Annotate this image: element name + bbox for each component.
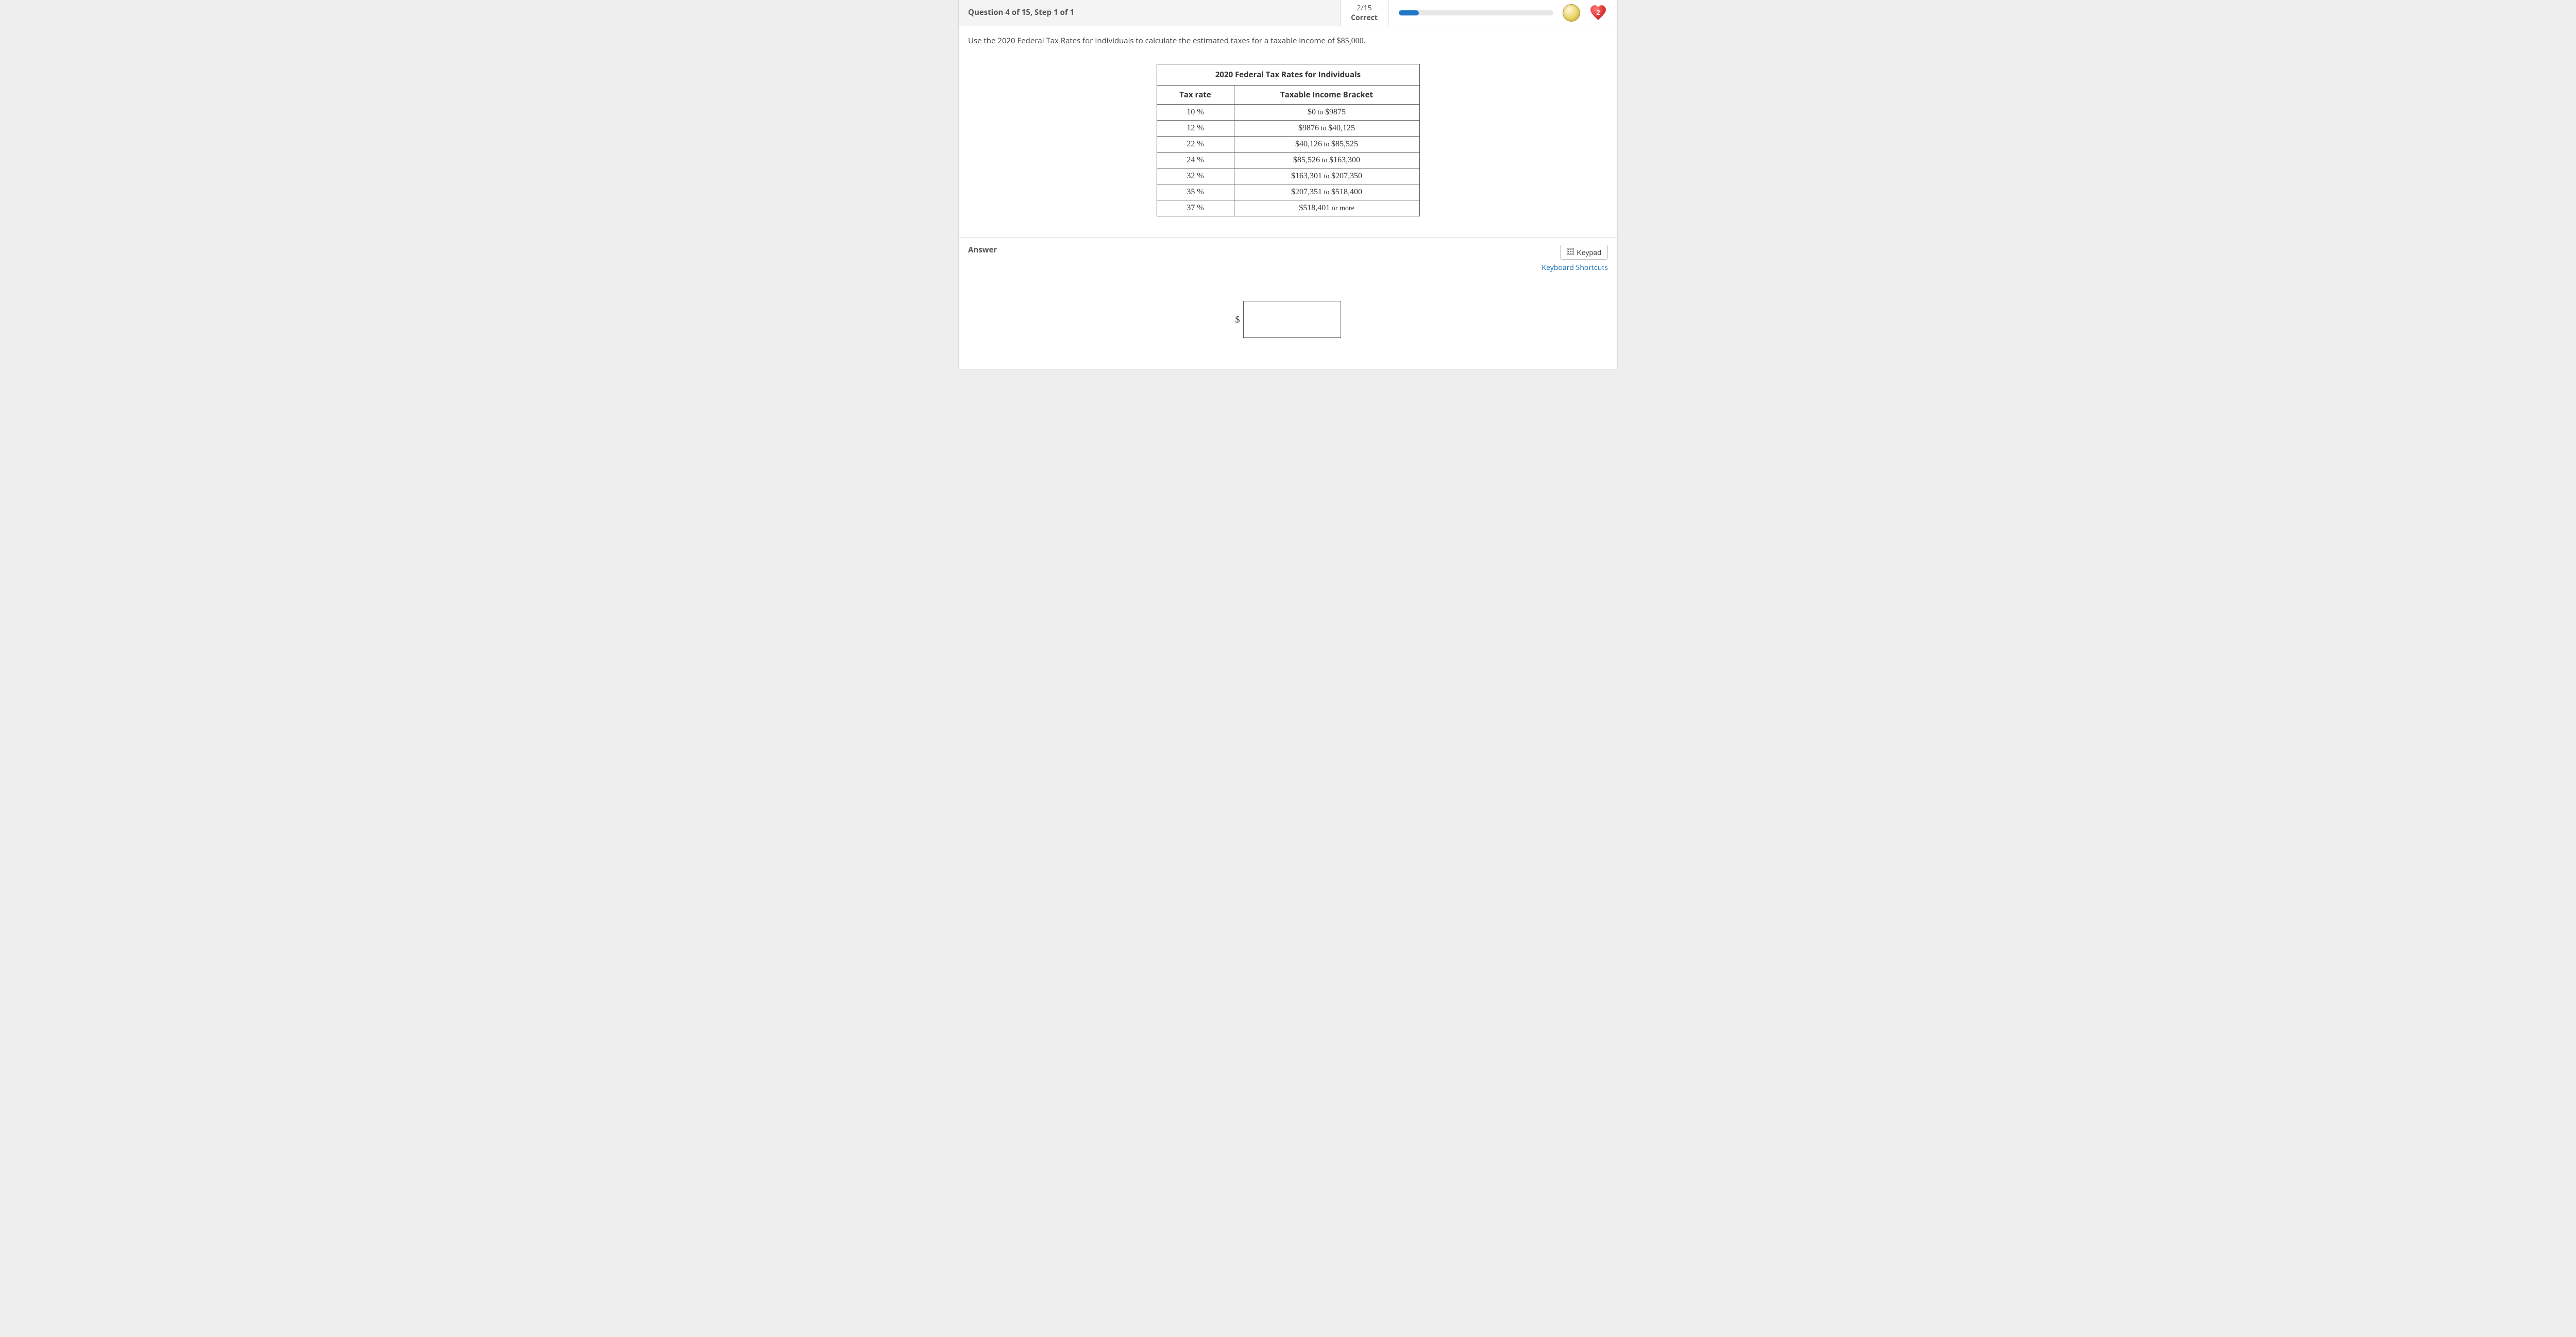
bracket-cell: $207,351 to $518,400 <box>1234 184 1419 200</box>
score-label: Correct <box>1351 13 1378 23</box>
table-title: 2020 Federal Tax Rates for Individuals <box>1157 64 1419 86</box>
prompt-amount: $85,000 <box>1337 37 1364 45</box>
heart-count: 2 <box>1596 8 1600 17</box>
table-row: 10 %$0 to $9875 <box>1157 105 1419 121</box>
heart-icon: 2 <box>1589 4 1607 22</box>
progress-fill <box>1399 10 1419 15</box>
question-panel: Question 4 of 15, Step 1 of 1 2/15 Corre… <box>958 0 1618 369</box>
col-tax-rate: Tax rate <box>1157 86 1234 105</box>
coin-icon <box>1563 4 1580 22</box>
bracket-cell: $163,301 to $207,350 <box>1234 168 1419 184</box>
currency-symbol: $ <box>1235 314 1240 325</box>
question-body: Use the 2020 Federal Tax Rates for Indiv… <box>959 26 1617 237</box>
progress-bar <box>1399 10 1553 15</box>
table-row: 12 %$9876 to $40,125 <box>1157 121 1419 137</box>
score-count: 2/15 <box>1351 3 1378 13</box>
prompt-text: Use the 2020 Federal Tax Rates for Indiv… <box>968 36 1337 46</box>
answer-tools: Keypad Keyboard Shortcuts <box>1542 245 1608 273</box>
table-row: 22 %$40,126 to $85,525 <box>1157 137 1419 153</box>
table-row: 37 %$518,401 or more <box>1157 200 1419 216</box>
answer-header: Answer Keypad Keyboard Shortcuts <box>968 245 1608 273</box>
keypad-button[interactable]: Keypad <box>1560 245 1608 260</box>
rate-cell: 35 % <box>1157 184 1234 200</box>
bracket-cell: $85,526 to $163,300 <box>1234 153 1419 168</box>
rate-cell: 12 % <box>1157 121 1234 137</box>
rate-cell: 10 % <box>1157 105 1234 121</box>
rate-cell: 32 % <box>1157 168 1234 184</box>
bracket-cell: $9876 to $40,125 <box>1234 121 1419 137</box>
question-header: Question 4 of 15, Step 1 of 1 2/15 Corre… <box>959 0 1617 26</box>
tax-rate-table: 2020 Federal Tax Rates for Individuals T… <box>1157 64 1420 216</box>
answer-input-row: $ <box>968 301 1608 338</box>
question-title: Question 4 of 15, Step 1 of 1 <box>959 0 1341 26</box>
answer-input[interactable] <box>1243 301 1341 338</box>
table-row: 24 %$85,526 to $163,300 <box>1157 153 1419 168</box>
keypad-label: Keypad <box>1577 248 1601 257</box>
table-row: 35 %$207,351 to $518,400 <box>1157 184 1419 200</box>
rate-cell: 37 % <box>1157 200 1234 216</box>
rate-cell: 22 % <box>1157 137 1234 153</box>
score-box: 2/15 Correct <box>1341 0 1388 26</box>
table-row: 32 %$163,301 to $207,350 <box>1157 168 1419 184</box>
keyboard-shortcuts-link[interactable]: Keyboard Shortcuts <box>1542 263 1608 273</box>
col-bracket: Taxable Income Bracket <box>1234 86 1419 105</box>
answer-label: Answer <box>968 245 997 255</box>
tax-table-wrap: 2020 Federal Tax Rates for Individuals T… <box>968 64 1608 216</box>
progress-area: 2 <box>1388 0 1617 26</box>
question-prompt: Use the 2020 Federal Tax Rates for Indiv… <box>968 36 1608 46</box>
bracket-cell: $518,401 or more <box>1234 200 1419 216</box>
prompt-after: . <box>1364 36 1366 46</box>
bracket-cell: $0 to $9875 <box>1234 105 1419 121</box>
keypad-icon <box>1567 248 1574 257</box>
answer-section: Answer Keypad Keyboard Shortcuts $ <box>959 237 1617 369</box>
bracket-cell: $40,126 to $85,525 <box>1234 137 1419 153</box>
rate-cell: 24 % <box>1157 153 1234 168</box>
